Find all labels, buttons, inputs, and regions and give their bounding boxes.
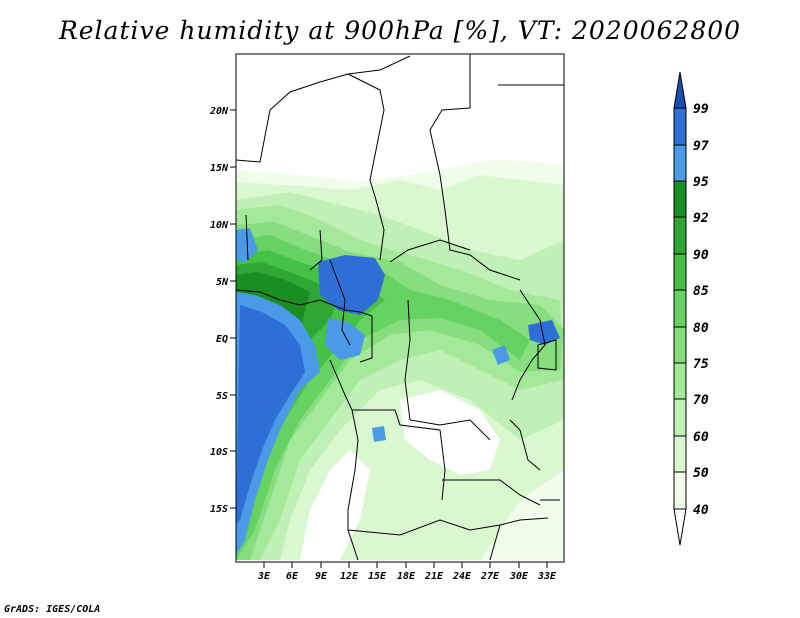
colorbar-swatch-40-50 [673, 471, 687, 510]
map-frame [235, 53, 565, 563]
colorbar-swatch-80-85 [673, 289, 687, 328]
colorbar-swatch-70-75 [673, 362, 687, 400]
lon-label-30e: 30E [509, 571, 529, 582]
lat-label-15n: 15N [210, 163, 229, 174]
colorbar-label-95: 95 [693, 175, 709, 190]
colorbar-swatch-75-80 [673, 326, 687, 364]
colorbar-label-50: 50 [693, 466, 709, 481]
footer-credit: GrADS: IGES/COLA [4, 604, 101, 615]
lon-label-21e: 21E [424, 571, 444, 582]
humidity-field [236, 54, 564, 562]
lon-label-18e: 18E [397, 571, 416, 582]
chart-title: Relative humidity at 900hPa [%], VT: 202… [58, 16, 742, 45]
colorbar-label-40: 40 [693, 503, 709, 518]
colorbar-bottom-arrow [673, 508, 687, 546]
colorbar-swatch-50-60 [673, 435, 687, 473]
colorbar-swatch-97-99 [673, 107, 687, 146]
lon-label-3e: 3E [257, 571, 271, 582]
lat-label-5n: 5N [216, 277, 229, 288]
lon-label-9e: 9E [315, 571, 328, 582]
lon-label-6e: 6E [286, 571, 299, 582]
lat-label-5s: 5S [216, 391, 228, 402]
colorbar-label-97: 97 [693, 139, 709, 154]
lon-label-27e: 27E [480, 571, 500, 582]
colorbar-label-92: 92 [693, 211, 709, 226]
lat-label-20n: 20N [209, 106, 229, 117]
country-borders [236, 54, 564, 561]
colorbar-label-75: 75 [693, 357, 709, 372]
colorbar-label-85: 85 [693, 284, 709, 299]
colorbar-swatch-90-92 [673, 216, 687, 255]
lat-label-15s: 15S [210, 504, 228, 515]
colorbar-swatch-95-97 [673, 144, 687, 182]
colorbar-top-arrow [673, 71, 687, 109]
colorbar-swatch-92-95 [673, 180, 687, 218]
colorbar-label-80: 80 [693, 321, 709, 336]
colorbar-label-90: 90 [693, 248, 709, 263]
lat-label-10n: 10N [210, 220, 229, 231]
lon-label-33e: 33E [537, 571, 557, 582]
colorbar-label-60: 60 [693, 430, 709, 445]
colorbar-swatch-60-70 [673, 398, 687, 437]
lon-label-12e: 12E [340, 571, 359, 582]
colorbar-swatch-85-90 [673, 253, 687, 291]
lon-label-15e: 15E [368, 571, 387, 582]
colorbar-label-70: 70 [693, 393, 709, 408]
colorbar [673, 71, 687, 546]
colorbar-label-99: 99 [693, 102, 709, 117]
lat-label-eq: EQ [216, 334, 228, 345]
lon-label-24e: 24E [452, 571, 472, 582]
lat-label-10s: 10S [210, 447, 228, 458]
